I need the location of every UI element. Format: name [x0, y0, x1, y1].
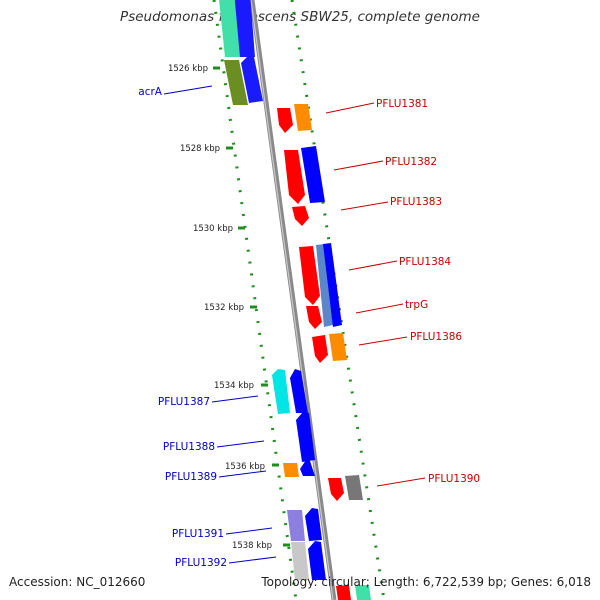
ruler-tick: 1530 kbp	[193, 224, 245, 234]
gene-name: PFLU1391	[172, 528, 224, 540]
ruler-tick: 1536 kbp	[225, 462, 279, 472]
ruler-tick: 1534 kbp	[214, 381, 268, 391]
gene-arrow	[296, 412, 315, 462]
gene-arrow	[336, 585, 351, 600]
gene-arrow	[323, 243, 342, 327]
ruler-tick: 1532 kbp	[204, 303, 257, 313]
gene-arrow	[328, 478, 344, 501]
label-leader-line	[216, 440, 265, 448]
inner-dotted-track	[212, 0, 298, 600]
ruler-tick: 1526 kbp	[168, 64, 220, 74]
gene-label-reverse: PFLU1392	[175, 556, 277, 569]
gene-arrow	[272, 369, 290, 414]
gene-arrow	[355, 585, 371, 600]
gene-label-reverse: acrA	[138, 85, 213, 98]
ruler-tick-label: 1532 kbp	[204, 303, 244, 313]
label-leader-line	[225, 527, 273, 535]
label-leader-line	[348, 260, 398, 271]
label-leader-line	[333, 160, 384, 171]
genome-backbone-highlight	[250, 0, 334, 600]
gene-arrow	[312, 335, 328, 363]
gene-label-forward: PFLU1384	[348, 256, 451, 271]
gene-arrow	[283, 463, 299, 477]
gene-arrow	[291, 542, 309, 580]
ruler-tick-label: 1534 kbp	[214, 381, 254, 391]
gene-label-forward: PFLU1381	[325, 98, 428, 114]
gene-name: PFLU1392	[175, 557, 227, 569]
gene-label-reverse: PFLU1388	[163, 440, 265, 453]
gene-arrow	[292, 206, 309, 226]
gene-arrow	[306, 306, 322, 329]
outer-dot-track-a	[290, 0, 386, 600]
gene-arrow	[300, 460, 315, 476]
gene-arrow	[308, 541, 326, 580]
gene-name: trpG	[405, 299, 428, 311]
accession-text: Accession: NC_012660	[9, 575, 146, 589]
gene-label-layer: acrA PFLU1387 PFLU1388 PFLU1389 PFLU1391…	[138, 85, 480, 569]
label-leader-line	[340, 201, 389, 211]
gene-arrow	[241, 56, 263, 103]
gene-label-reverse: PFLU1389	[165, 470, 267, 483]
genome-backbone	[249, 0, 337, 600]
label-leader-line	[376, 477, 426, 487]
gene-name: PFLU1382	[385, 156, 437, 168]
label-leader-line	[211, 395, 259, 403]
gene-arrow	[290, 369, 308, 413]
gene-arrow	[305, 508, 322, 541]
gene-name: PFLU1387	[158, 396, 210, 408]
label-leader-line	[163, 85, 213, 95]
topology-text: Topology: circular; Length: 6,722,539 bp…	[261, 575, 591, 589]
gene-name: PFLU1388	[163, 441, 215, 453]
ruler-layer: 1526 kbp 1528 kbp 1530 kbp 1532 kbp 1534…	[168, 64, 290, 551]
forward-strand-genes	[277, 104, 371, 600]
gene-label-forward: PFLU1386	[358, 331, 462, 346]
label-leader-line	[228, 556, 277, 564]
inner-dot-track-a	[212, 0, 298, 600]
gene-arrow	[345, 475, 363, 500]
gene-arrow	[287, 510, 305, 541]
ruler-tick: 1528 kbp	[180, 144, 233, 154]
gene-arrow	[294, 104, 312, 131]
gene-name: PFLU1381	[376, 98, 428, 110]
gene-label-reverse: PFLU1391	[172, 527, 273, 540]
reverse-strand-genes	[219, 0, 326, 580]
ruler-tick-label: 1536 kbp	[225, 462, 265, 472]
gene-name: PFLU1390	[428, 473, 480, 485]
gene-label-forward: trpG	[355, 299, 428, 314]
gene-arrow	[224, 60, 248, 105]
gene-arrow	[284, 150, 305, 204]
gene-arrow	[329, 333, 347, 361]
gene-name: PFLU1386	[410, 331, 462, 343]
gene-arrow	[219, 0, 241, 57]
outer-dotted-track	[290, 0, 386, 600]
gene-name: acrA	[138, 86, 163, 98]
gene-name: PFLU1389	[165, 471, 217, 483]
gene-arrow	[277, 108, 293, 133]
ruler-tick: 1538 kbp	[232, 541, 290, 551]
gene-label-forward: PFLU1390	[376, 473, 480, 487]
gene-label-forward: PFLU1383	[340, 196, 442, 211]
label-leader-line	[218, 470, 267, 478]
label-leader-line	[358, 336, 408, 346]
ruler-tick-label: 1530 kbp	[193, 224, 233, 234]
ruler-tick-label: 1528 kbp	[180, 144, 220, 154]
map-title: Pseudomonas fluorescens SBW25, complete …	[120, 9, 480, 25]
gene-arrow	[301, 146, 325, 203]
ruler-tick-label: 1538 kbp	[232, 541, 272, 551]
label-leader-line	[355, 303, 404, 314]
gene-name: PFLU1384	[399, 256, 451, 268]
gene-arrow	[234, 0, 255, 57]
gene-label-reverse: PFLU1387	[158, 395, 259, 408]
gene-arrow	[316, 244, 333, 327]
ruler-tick-label: 1526 kbp	[168, 64, 208, 74]
gene-label-forward: PFLU1382	[333, 156, 437, 171]
gene-arrow	[299, 246, 320, 305]
gene-name: PFLU1383	[390, 196, 442, 208]
label-leader-line	[325, 102, 375, 114]
